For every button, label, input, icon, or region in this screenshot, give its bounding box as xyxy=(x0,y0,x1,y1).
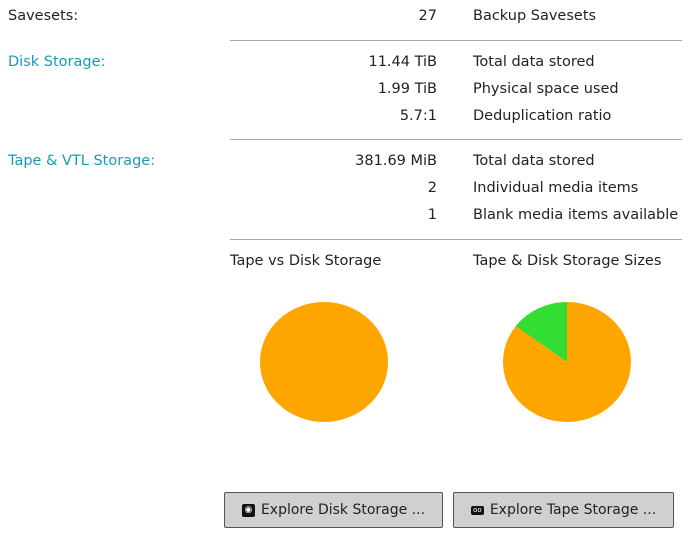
savesets-value: 27 xyxy=(418,8,437,24)
explore-disk-label: Explore Disk Storage ... xyxy=(260,502,426,518)
disk-storage-label: Disk Storage: xyxy=(8,54,106,70)
divider xyxy=(230,40,682,41)
tape-storage-label: Tape & VTL Storage: xyxy=(8,153,156,169)
divider xyxy=(230,239,682,240)
pie-storage-sizes xyxy=(502,302,631,423)
disk-physical-value: 1.99 TiB xyxy=(377,81,437,97)
tape-media-desc: Individual media items xyxy=(473,180,639,196)
chart-title-tape-vs-disk: Tape vs Disk Storage xyxy=(230,253,382,269)
dedup-desc: Deduplication ratio xyxy=(473,108,612,124)
disk-total-value: 11.44 TiB xyxy=(368,54,437,70)
disk-total-desc: Total data stored xyxy=(473,54,595,70)
explore-tape-label: Explore Tape Storage ... xyxy=(489,502,657,518)
pie-tape-vs-disk xyxy=(260,302,388,422)
explore-tape-storage-button[interactable]: oo Explore Tape Storage ... xyxy=(453,492,674,528)
tape-icon: oo xyxy=(470,505,484,515)
dedup-value: 5.7:1 xyxy=(399,108,437,124)
tape-media-value: 2 xyxy=(427,180,437,196)
tape-blank-desc: Blank media items available xyxy=(473,207,679,223)
savesets-desc: Backup Savesets xyxy=(473,8,597,24)
pie-slice xyxy=(515,302,567,362)
divider xyxy=(230,139,682,140)
chart-title-storage-sizes: Tape & Disk Storage Sizes xyxy=(473,253,662,269)
tape-total-desc: Total data stored xyxy=(473,153,595,169)
savesets-label: Savesets: xyxy=(8,8,79,24)
hard-disk-icon: ◉ xyxy=(241,503,255,517)
pie-slice xyxy=(260,302,388,422)
disk-physical-desc: Physical space used xyxy=(473,81,619,97)
tape-total-value: 381.69 MiB xyxy=(355,153,437,169)
explore-disk-storage-button[interactable]: ◉ Explore Disk Storage ... xyxy=(224,492,443,528)
tape-blank-value: 1 xyxy=(427,207,437,223)
